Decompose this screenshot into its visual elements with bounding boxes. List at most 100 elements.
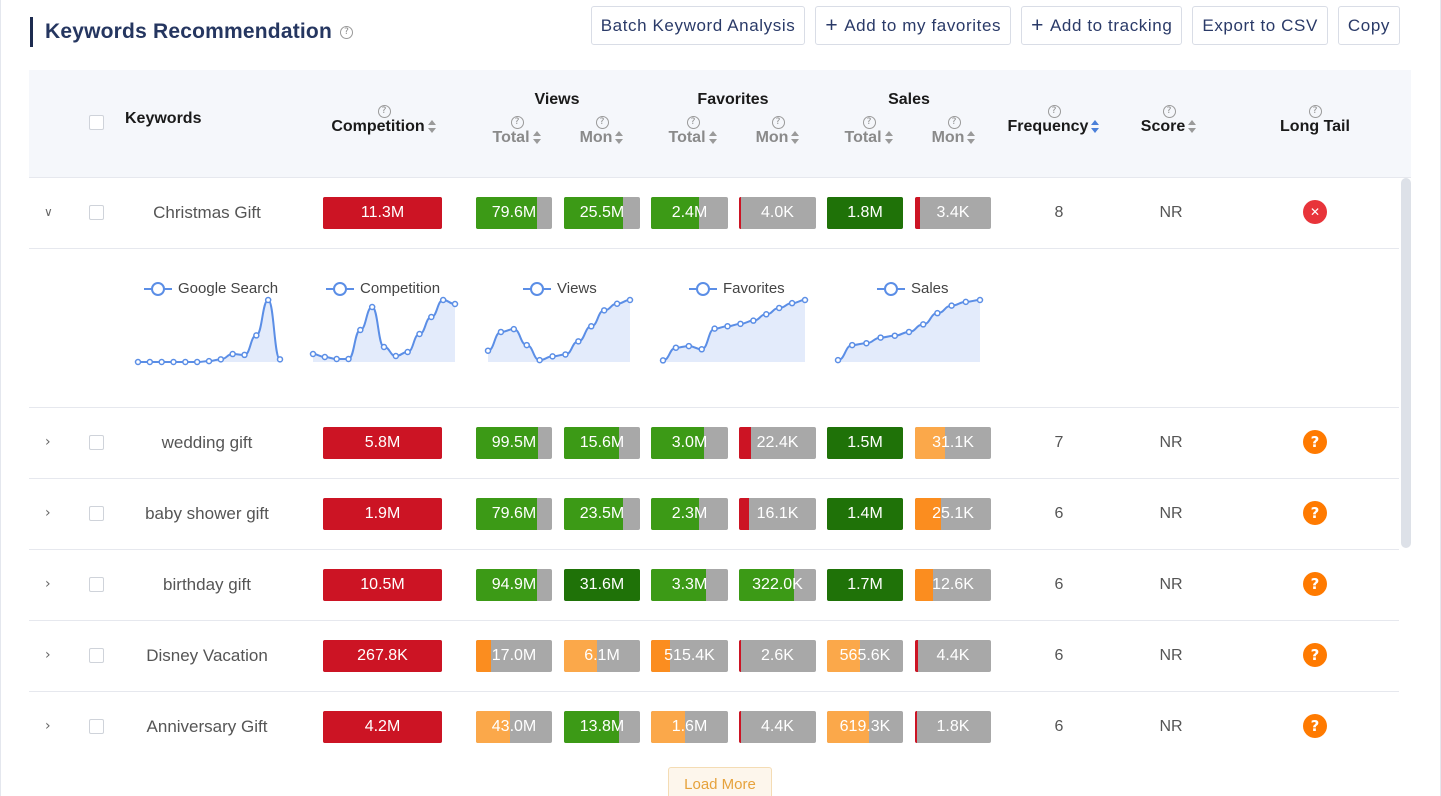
add-to-tracking-button[interactable]: + Add to tracking <box>1021 6 1183 45</box>
bar-value: 3.0M <box>671 434 708 451</box>
header-sales: Sales <box>888 91 930 108</box>
table-row[interactable]: ∨ Christmas Gift 11.3M 79.6M 25.5M 2.4M 4.0K 1.… <box>29 178 1399 249</box>
bar-fill <box>564 569 640 601</box>
load-more-button[interactable]: Load More <box>668 767 772 796</box>
row-checkbox[interactable] <box>89 719 104 734</box>
header-score[interactable]: ? Score <box>1124 100 1214 136</box>
sort-icon[interactable] <box>967 130 976 145</box>
help-icon[interactable]: ? <box>1047 105 1061 118</box>
help-icon[interactable]: ? <box>862 116 876 129</box>
header-frequency-label: Frequency <box>1007 118 1089 135</box>
table-row[interactable]: › Anniversary Gift 4.2M 43.0M 13.8M 1.6M 4.4K 6… <box>29 692 1399 746</box>
keyword-cell[interactable]: Christmas Gift <box>153 203 261 222</box>
trend-legend[interactable]: Competition <box>326 280 440 297</box>
trend-legend[interactable]: Favorites <box>689 280 785 297</box>
header-score-label: Score <box>1140 118 1186 135</box>
sparkline-point <box>962 298 970 306</box>
header-views-mon[interactable]: ? Mon <box>562 111 642 147</box>
bar-fill <box>739 640 742 672</box>
sort-icon[interactable] <box>791 130 800 145</box>
sort-icon[interactable] <box>884 130 894 145</box>
sparkline-point <box>863 339 870 347</box>
bar-fill <box>323 498 442 530</box>
sort-icon[interactable] <box>427 119 437 134</box>
help-icon[interactable]: ? <box>686 116 700 129</box>
views-total-bar: 17.0M <box>476 640 552 672</box>
keyword-cell[interactable]: baby shower gift <box>145 504 269 523</box>
sort-icon[interactable] <box>1188 119 1197 134</box>
sort-icon[interactable] <box>708 130 718 145</box>
long-tail-question-icon[interactable]: ? <box>1303 430 1327 454</box>
keyword-cell[interactable]: birthday gift <box>163 575 251 594</box>
long-tail-question-icon[interactable]: ? <box>1303 501 1327 525</box>
score-value: NR <box>1159 204 1183 221</box>
row-checkbox[interactable] <box>89 577 104 592</box>
keyword-cell[interactable]: Disney Vacation <box>146 646 268 665</box>
export-csv-button[interactable]: Export to CSV <box>1192 6 1328 45</box>
header-sales-mon[interactable]: ? Mon <box>914 111 994 147</box>
header-frequency[interactable]: ? Frequency <box>999 100 1109 136</box>
help-icon[interactable]: ? <box>771 116 785 129</box>
sort-icon[interactable] <box>1091 119 1100 134</box>
table-row[interactable]: › Disney Vacation 267.8K 17.0M 6.1M 515.4K 2.6… <box>29 621 1399 692</box>
help-icon[interactable]: ? <box>340 25 353 39</box>
sort-icon[interactable] <box>532 130 542 145</box>
legend-label: Views <box>557 280 597 297</box>
batch-keyword-analysis-button[interactable]: Batch Keyword Analysis <box>590 6 806 45</box>
help-icon[interactable]: ? <box>510 116 524 129</box>
long-tail-question-icon[interactable]: ? <box>1303 714 1327 738</box>
help-icon[interactable]: ? <box>947 116 961 129</box>
row-checkbox[interactable] <box>89 506 104 521</box>
trend-legend[interactable]: Sales <box>877 280 949 297</box>
help-icon[interactable]: ? <box>595 116 609 129</box>
sparkline-point <box>626 296 634 304</box>
long-tail-no-icon[interactable]: ✕ <box>1303 200 1327 224</box>
copy-button[interactable]: Copy <box>1337 6 1400 45</box>
expand-chevron-icon[interactable]: › <box>45 434 51 450</box>
sort-icon[interactable] <box>615 130 624 145</box>
frequency-value: 8 <box>1054 204 1064 221</box>
sparkline-point <box>170 358 177 366</box>
header-competition[interactable]: ? Competition <box>319 100 449 136</box>
help-icon[interactable]: ? <box>1162 105 1176 118</box>
row-checkbox[interactable] <box>89 648 104 663</box>
long-tail-question-icon[interactable]: ? <box>1303 572 1327 596</box>
table-scrollbar[interactable] <box>1401 178 1411 548</box>
expand-chevron-icon[interactable]: › <box>45 576 51 592</box>
header-views-total[interactable]: ? Total <box>477 111 557 147</box>
header-sales-total[interactable]: ? Total <box>829 111 909 147</box>
row-checkbox[interactable] <box>89 205 104 220</box>
sparkline-point <box>788 299 796 307</box>
legend-marker-icon <box>144 281 172 296</box>
trend-legend[interactable]: Google Search <box>144 280 278 297</box>
help-icon[interactable]: ? <box>377 105 391 118</box>
keyword-cell[interactable]: Anniversary Gift <box>146 717 268 736</box>
select-all-checkbox[interactable] <box>89 115 104 130</box>
header-sales-total-label: Total <box>844 129 882 146</box>
expand-chevron-icon[interactable]: › <box>45 718 51 734</box>
table-row[interactable]: › birthday gift 10.5M 94.9M 31.6M 3.3M 322.0K 1… <box>29 550 1399 621</box>
add-to-favorites-button[interactable]: + Add to my favorites <box>815 6 1012 45</box>
trend-legend[interactable]: Views <box>523 280 597 297</box>
table-row[interactable]: › baby shower gift 1.9M 79.6M 23.5M 2.3M 16.1K… <box>29 479 1399 550</box>
row-checkbox[interactable] <box>89 435 104 450</box>
add-to-favorites-label: Add to my favorites <box>844 15 1002 35</box>
table-row[interactable]: › wedding gift 5.8M 99.5M 15.6M 3.0M 22.4K 1.5M… <box>29 408 1399 479</box>
bar-fill <box>651 498 699 530</box>
collapse-chevron-icon[interactable]: ∨ <box>44 205 53 219</box>
help-icon[interactable]: ? <box>1308 105 1322 118</box>
sales-total-bar: 565.6K <box>827 640 903 672</box>
expand-chevron-icon[interactable]: › <box>45 647 51 663</box>
bar-fill <box>564 498 624 530</box>
bar-fill <box>739 427 752 459</box>
fav-mon-bar: 4.0K <box>739 197 816 229</box>
score-value: NR <box>1159 647 1183 664</box>
header-fav-mon[interactable]: ? Mon <box>738 111 818 147</box>
views-mon-bar: 13.8M <box>564 711 640 743</box>
long-tail-question-icon[interactable]: ? <box>1303 643 1327 667</box>
keyword-cell[interactable]: wedding gift <box>161 433 253 452</box>
header-fav-total[interactable]: ? Total <box>653 111 733 147</box>
bar-fill <box>476 498 537 530</box>
expand-chevron-icon[interactable]: › <box>45 505 51 521</box>
bar-value: 3.3M <box>671 576 708 593</box>
